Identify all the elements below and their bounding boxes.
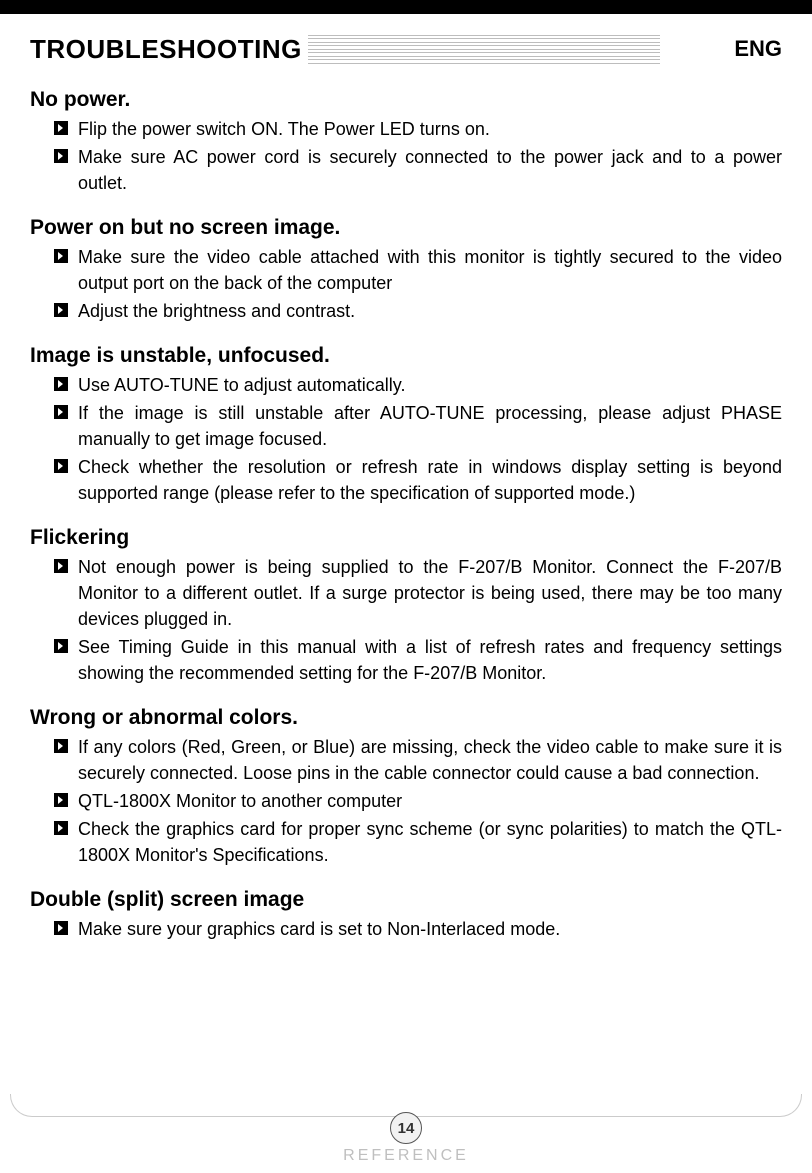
list-item-text: Not enough power is being supplied to th… xyxy=(78,554,782,632)
arrow-bullet-icon xyxy=(54,149,68,163)
section-title: No power. xyxy=(30,88,782,112)
page-number-badge: 14 xyxy=(390,1112,422,1144)
section-items: Use AUTO-TUNE to adjust automatically.If… xyxy=(30,372,782,506)
list-item-text: Make sure your graphics card is set to N… xyxy=(78,916,782,942)
list-item: If any colors (Red, Green, or Blue) are … xyxy=(54,734,782,786)
page-title: TROUBLESHOOTING xyxy=(30,34,308,65)
list-item-text: If the image is still unstable after AUT… xyxy=(78,400,782,452)
arrow-bullet-icon xyxy=(54,793,68,807)
section: Wrong or abnormal colors. If any colors (… xyxy=(30,706,782,868)
arrow-bullet-icon xyxy=(54,821,68,835)
section-title: Power on but no screen image. xyxy=(30,216,782,240)
list-item-text: Check whether the resolution or refresh … xyxy=(78,454,782,506)
top-black-bar xyxy=(0,0,812,14)
list-item: Flip the power switch ON. The Power LED … xyxy=(54,116,782,142)
sections-container: No power. Flip the power switch ON. The P… xyxy=(30,88,782,942)
list-item: Check whether the resolution or refresh … xyxy=(54,454,782,506)
arrow-bullet-icon xyxy=(54,249,68,263)
footer-label: REFERENCE xyxy=(0,1147,812,1165)
list-item-text: Use AUTO-TUNE to adjust automatically. xyxy=(78,372,782,398)
arrow-bullet-icon xyxy=(54,459,68,473)
section-items: Make sure your graphics card is set to N… xyxy=(30,916,782,942)
arrow-bullet-icon xyxy=(54,559,68,573)
list-item: Adjust the brightness and contrast. xyxy=(54,298,782,324)
arrow-bullet-icon xyxy=(54,303,68,317)
arrow-bullet-icon xyxy=(54,921,68,935)
title-band: TROUBLESHOOTING xyxy=(30,32,720,66)
list-item: Use AUTO-TUNE to adjust automatically. xyxy=(54,372,782,398)
list-item-text: Check the graphics card for proper sync … xyxy=(78,816,782,868)
page: TROUBLESHOOTING ENG No power. Flip the po… xyxy=(0,0,812,1173)
arrow-bullet-icon xyxy=(54,377,68,391)
arrow-bullet-icon xyxy=(54,121,68,135)
section: Flickering Not enough power is being supp… xyxy=(30,526,782,686)
section-items: Make sure the video cable attached with … xyxy=(30,244,782,324)
list-item-text: Flip the power switch ON. The Power LED … xyxy=(78,116,782,142)
arrow-bullet-icon xyxy=(54,739,68,753)
section: No power. Flip the power switch ON. The P… xyxy=(30,88,782,196)
arrow-bullet-icon xyxy=(54,639,68,653)
list-item: QTL-1800X Monitor to another computer xyxy=(54,788,782,814)
section-title: Wrong or abnormal colors. xyxy=(30,706,782,730)
section-title: Image is unstable, unfocused. xyxy=(30,344,782,368)
content-area: TROUBLESHOOTING ENG No power. Flip the po… xyxy=(0,14,812,982)
header-row: TROUBLESHOOTING ENG xyxy=(30,32,782,66)
section-title: Flickering xyxy=(30,526,782,550)
list-item: Check the graphics card for proper sync … xyxy=(54,816,782,868)
section-items: Not enough power is being supplied to th… xyxy=(30,554,782,686)
list-item: See Timing Guide in this manual with a l… xyxy=(54,634,782,686)
section: Power on but no screen image. Make sure t… xyxy=(30,216,782,324)
list-item: Make sure the video cable attached with … xyxy=(54,244,782,296)
arrow-bullet-icon xyxy=(54,405,68,419)
list-item: Make sure your graphics card is set to N… xyxy=(54,916,782,942)
section-items: If any colors (Red, Green, or Blue) are … xyxy=(30,734,782,868)
section-items: Flip the power switch ON. The Power LED … xyxy=(30,116,782,196)
list-item-text: Make sure the video cable attached with … xyxy=(78,244,782,296)
language-tag: ENG xyxy=(734,36,782,62)
list-item-text: Make sure AC power cord is securely conn… xyxy=(78,144,782,196)
list-item-text: QTL-1800X Monitor to another computer xyxy=(78,788,782,814)
list-item: Make sure AC power cord is securely conn… xyxy=(54,144,782,196)
section: Double (split) screen image Make sure you… xyxy=(30,888,782,942)
list-item-text: Adjust the brightness and contrast. xyxy=(78,298,782,324)
section-title: Double (split) screen image xyxy=(30,888,782,912)
page-footer: 14 REFERENCE xyxy=(0,1112,812,1165)
list-item-text: See Timing Guide in this manual with a l… xyxy=(78,634,782,686)
section: Image is unstable, unfocused. Use AUTO-TU… xyxy=(30,344,782,506)
list-item: If the image is still unstable after AUT… xyxy=(54,400,782,452)
list-item-text: If any colors (Red, Green, or Blue) are … xyxy=(78,734,782,786)
list-item: Not enough power is being supplied to th… xyxy=(54,554,782,632)
